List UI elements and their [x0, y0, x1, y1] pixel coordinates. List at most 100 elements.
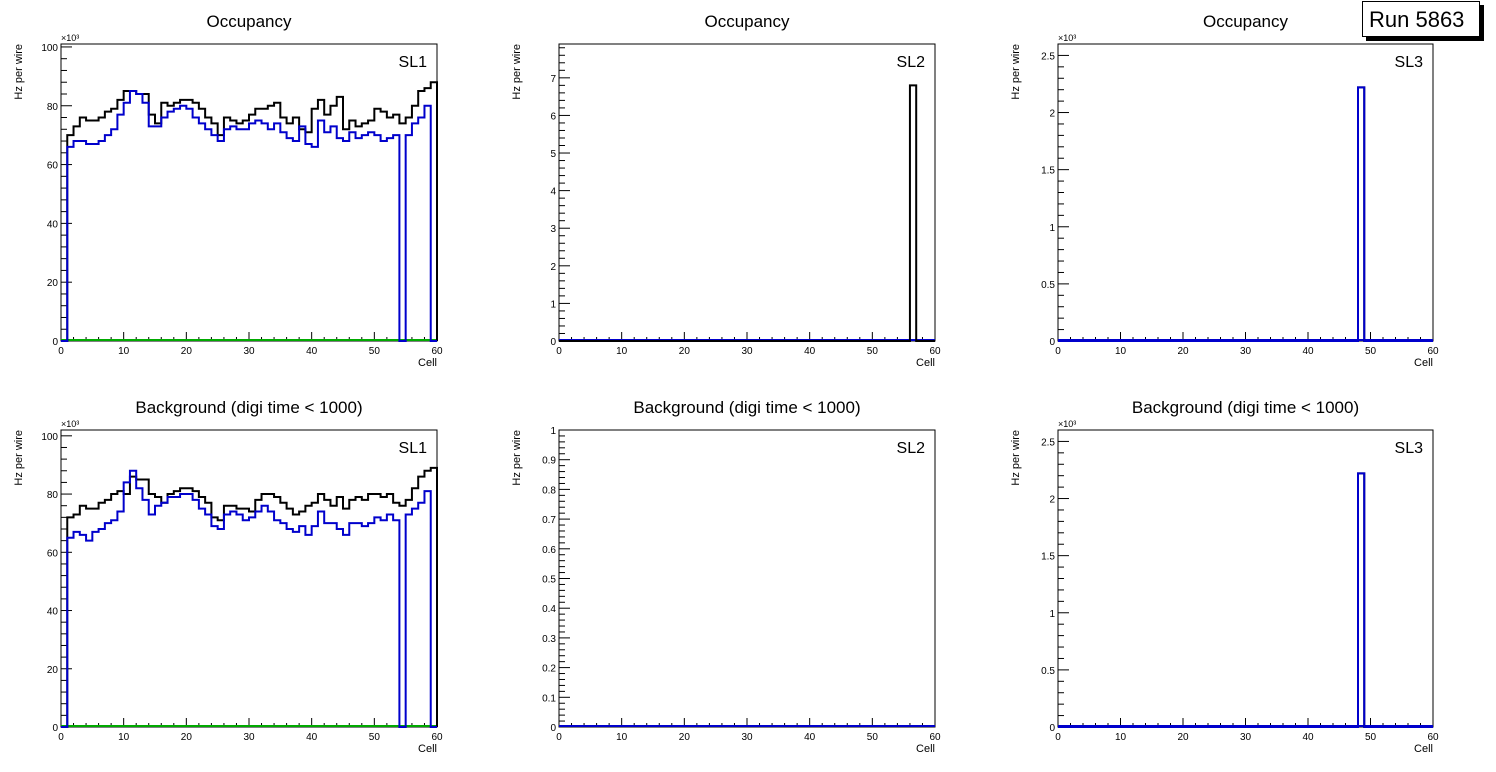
series-total: [1058, 472, 1433, 728]
panel-4: Background (digi time < 1000) 0 10 20 30 40 50…: [13, 398, 443, 755]
y-tick-label: 0.4: [542, 604, 556, 615]
panel-title: Occupancy: [206, 12, 292, 31]
x-tick-label: 40: [1302, 346, 1314, 357]
x-tick-label: 30: [243, 732, 255, 743]
x-tick-label: 10: [118, 346, 130, 357]
x-axis-title: Cell: [1414, 743, 1433, 755]
y-tick-label: 100: [41, 432, 58, 443]
series-total: [61, 81, 438, 342]
y-exponent-label: ×10³: [1058, 419, 1076, 429]
plot-frame: [558, 43, 936, 342]
x-axis-title: Cell: [916, 357, 935, 369]
x-tick-label: 0: [58, 346, 64, 357]
plot-frame: [1057, 429, 1434, 728]
series-total: [559, 84, 935, 342]
x-tick-label: 0: [1055, 346, 1061, 357]
x-tick-label: 40: [804, 732, 816, 743]
x-tick-label: 20: [1177, 346, 1189, 357]
x-tick-label: 10: [616, 732, 628, 743]
x-tick-label: 50: [867, 346, 879, 357]
x-tick-label: 10: [118, 732, 130, 743]
panel-title: Background (digi time < 1000): [135, 398, 362, 417]
y-tick-label: 60: [47, 548, 59, 559]
y-tick-label: 1: [550, 299, 556, 310]
series-tdc: [61, 90, 437, 342]
x-tick-label: 40: [306, 346, 318, 357]
x-tick-label: 60: [1427, 346, 1439, 357]
x-tick-label: 20: [679, 346, 691, 357]
x-tick-label: 10: [1115, 346, 1127, 357]
y-tick-label: 0: [1049, 337, 1055, 348]
panel-5: Background (digi time < 1000)0 10 20 30 40 50…: [511, 398, 941, 755]
y-tick-label: 80: [47, 490, 59, 501]
panel-3: Occupancy 0 10 20 30 40 50 60 0 0.5 1 1.5 2 2.5×10³ Ce…: [1010, 12, 1439, 369]
x-tick-label: 10: [616, 346, 628, 357]
y-exponent-label: ×10³: [61, 33, 79, 43]
superlayer-label: SL2: [897, 440, 926, 457]
plot-frame: [60, 43, 438, 342]
y-axis-title: Hz per wire: [13, 430, 25, 486]
x-tick-label: 50: [369, 732, 381, 743]
y-exponent-label: ×10³: [61, 419, 79, 429]
x-tick-label: 30: [741, 346, 753, 357]
x-tick-label: 60: [929, 732, 941, 743]
y-tick-label: 0: [52, 723, 58, 734]
panel-1: Occupancy 0 10 20 30 40 50 60 0 20 40 60 80 100×10³ Ce…: [13, 12, 443, 369]
x-tick-label: 0: [556, 346, 562, 357]
y-exponent-label: ×10³: [1058, 33, 1076, 43]
y-tick-label: 0.5: [542, 575, 556, 586]
panel-title: Occupancy: [704, 12, 790, 31]
y-tick-label: 0.5: [1041, 666, 1055, 677]
y-tick-label: 1: [1049, 609, 1055, 620]
series-total: [1058, 86, 1433, 342]
x-axis-title: Cell: [418, 357, 437, 369]
plot-frame: [60, 429, 438, 728]
superlayer-label: SL1: [399, 440, 428, 457]
x-tick-label: 30: [741, 732, 753, 743]
x-tick-label: 20: [181, 346, 193, 357]
panel-title: Occupancy: [1203, 12, 1289, 31]
x-tick-label: 60: [929, 346, 941, 357]
y-tick-label: 2.5: [1041, 51, 1055, 62]
y-tick-label: 40: [47, 607, 59, 618]
y-tick-label: 0.2: [542, 664, 556, 675]
x-tick-label: 30: [243, 346, 255, 357]
x-tick-label: 20: [181, 732, 193, 743]
superlayer-label: SL1: [399, 54, 428, 71]
x-tick-label: 40: [306, 732, 318, 743]
y-tick-label: 7: [550, 74, 556, 85]
y-tick-label: 1: [550, 426, 556, 437]
y-tick-label: 0: [550, 337, 556, 348]
panel-title: Background (digi time < 1000): [1132, 398, 1359, 417]
y-tick-label: 4: [550, 187, 556, 198]
x-tick-label: 40: [1302, 732, 1314, 743]
x-tick-label: 0: [1055, 732, 1061, 743]
y-tick-label: 2: [1049, 495, 1055, 506]
y-tick-label: 0.7: [542, 515, 556, 526]
y-tick-label: 1.5: [1041, 166, 1055, 177]
y-tick-label: 40: [47, 219, 59, 230]
x-tick-label: 50: [1365, 732, 1377, 743]
x-axis-title: Cell: [916, 743, 935, 755]
x-tick-label: 50: [867, 732, 879, 743]
y-tick-label: 2.5: [1041, 437, 1055, 448]
run-number-label: Run 5863: [1362, 1, 1480, 37]
y-tick-label: 80: [47, 102, 59, 113]
y-axis-title: Hz per wire: [511, 430, 523, 486]
x-tick-label: 30: [1240, 732, 1252, 743]
y-tick-label: 0: [550, 723, 556, 734]
y-tick-label: 0.5: [1041, 280, 1055, 291]
panel-2: Occupancy 0 10 20 30 40 50 60 0 1 2 3 4 5 6 7 Cell Hz per…: [511, 12, 941, 369]
y-tick-label: 0.8: [542, 485, 556, 496]
x-tick-label: 60: [431, 346, 443, 357]
series-total: [61, 466, 438, 728]
superlayer-label: SL3: [1395, 54, 1424, 71]
y-tick-label: 0.9: [542, 456, 556, 467]
y-tick-label: 100: [41, 43, 58, 54]
x-tick-label: 10: [1115, 732, 1127, 743]
x-axis-title: Cell: [418, 743, 437, 755]
y-tick-label: 0.1: [542, 693, 556, 704]
y-axis-title: Hz per wire: [511, 44, 523, 100]
y-tick-label: 0.6: [542, 545, 556, 556]
